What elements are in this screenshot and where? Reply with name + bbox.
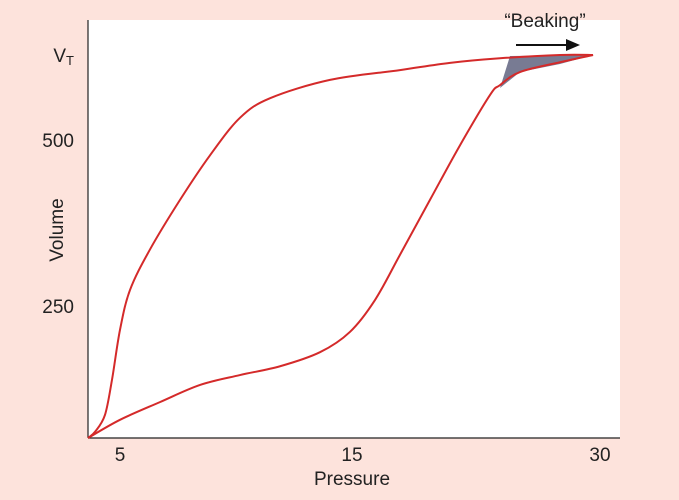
plot-area (88, 20, 620, 438)
y-axis-label: Volume (47, 198, 68, 261)
x-tick-label: 15 (341, 445, 362, 466)
y-tick-label: 500 (42, 131, 74, 152)
x-tick-label: 30 (589, 445, 610, 466)
y-tick-label: 250 (42, 297, 74, 318)
pv-loop-line (87, 53, 594, 439)
x-axis-label: Pressure (314, 469, 390, 490)
beaking-area (500, 55, 593, 88)
y-tick-label-main: V (53, 46, 66, 67)
x-tick-label: 5 (115, 445, 126, 466)
y-tick-label-sub: T (66, 53, 74, 68)
pv-loop-line (87, 54, 594, 439)
arrow-head (566, 39, 580, 51)
annotation: “Beaking” (504, 11, 585, 32)
y-tick-label: VT (53, 46, 74, 68)
